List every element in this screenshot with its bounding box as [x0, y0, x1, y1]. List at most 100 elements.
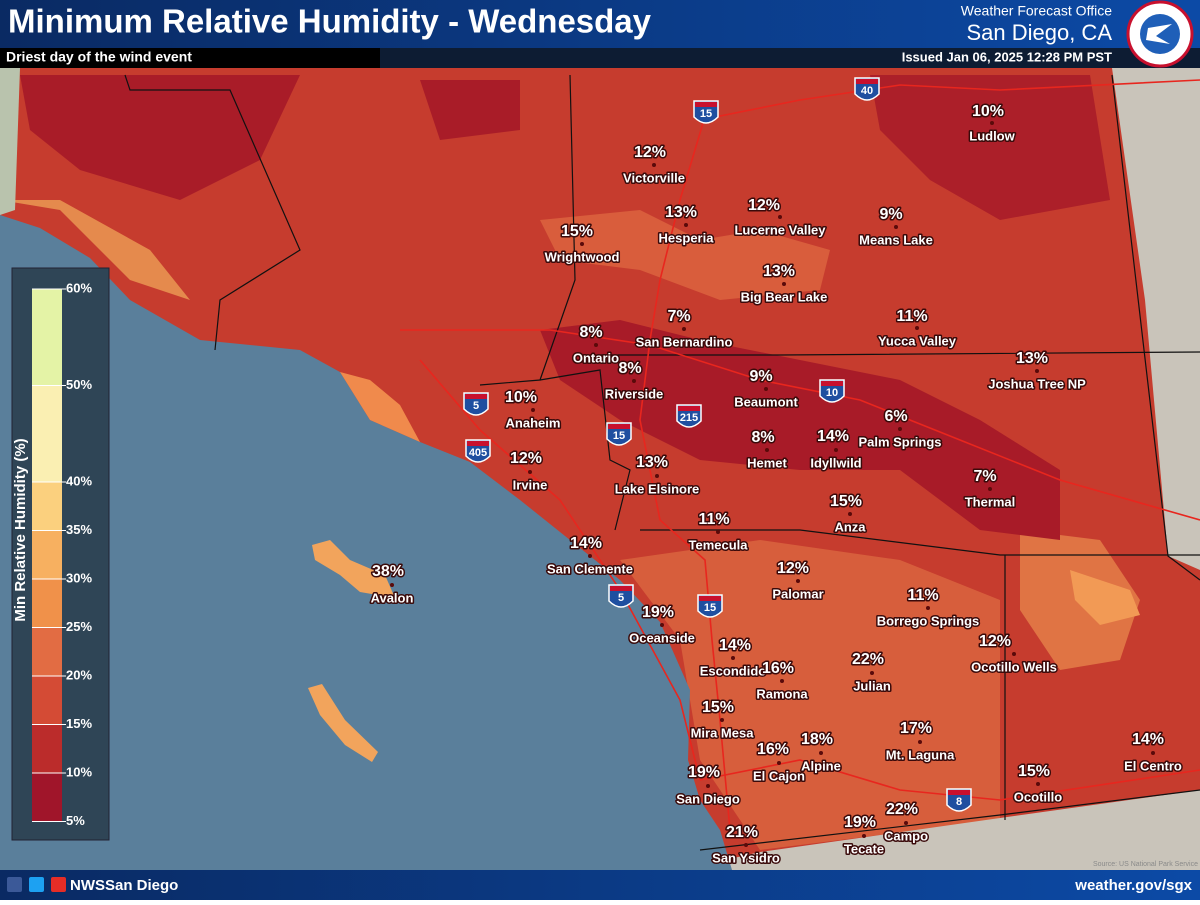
place-name: Riverside	[605, 386, 664, 401]
out-of-area	[690, 790, 1200, 870]
place: 19% Tecate	[842, 813, 885, 858]
subtitle-bar	[0, 48, 380, 68]
highway-shield: 5	[608, 584, 634, 608]
place-rh: 8%	[751, 429, 774, 446]
place-name: Lucerne Valley	[734, 222, 826, 237]
shield-top	[948, 790, 970, 795]
shield-number: 215	[680, 412, 698, 424]
legend-tick-label: 50%	[66, 377, 92, 392]
legend-title: Min Relative Humidity (%)	[12, 438, 29, 621]
road	[699, 79, 1200, 121]
place-dot	[926, 606, 930, 610]
shield-top	[856, 79, 878, 84]
highway-shield: 15	[693, 100, 719, 124]
place-name: Joshua Tree NP	[988, 376, 1086, 391]
place-rh: 17%	[900, 720, 932, 737]
place-rh: 8%	[579, 324, 602, 341]
place-dot	[834, 448, 838, 452]
place-dot	[778, 215, 782, 219]
place-rh: 11%	[896, 308, 927, 325]
place-rh: 14%	[570, 535, 602, 552]
place-rh: 9%	[879, 206, 902, 223]
shield-top	[610, 586, 632, 591]
place-name: Alpine	[801, 758, 841, 773]
shield-number: 405	[469, 447, 487, 459]
place-dot	[716, 530, 720, 534]
place-rh: 12%	[777, 560, 809, 577]
place: 12% Lucerne Valley	[733, 196, 828, 239]
place: 16% Ramona	[755, 659, 810, 703]
footer-bar	[0, 870, 1200, 900]
place: 21% San Ysidro	[711, 823, 782, 867]
place-dot	[720, 718, 724, 722]
shield-top	[465, 394, 487, 399]
shield-number: 40	[861, 85, 873, 97]
shield-top	[678, 406, 700, 411]
out-of-area	[0, 68, 20, 215]
legend-swatch	[32, 579, 62, 628]
place-name: Tecate	[844, 841, 884, 856]
place-dot	[848, 512, 852, 516]
facebook-icon[interactable]	[7, 877, 22, 892]
place-rh: 15%	[830, 493, 862, 510]
place-name: Victorville	[623, 170, 685, 185]
highway-shield: 8	[946, 788, 972, 812]
light-area	[1070, 570, 1140, 625]
place-name: Ocotillo	[1014, 789, 1062, 804]
place: 8% Riverside	[603, 359, 665, 403]
place-name: Ocotillo Wells	[971, 659, 1057, 674]
place-name: El Centro	[1124, 758, 1182, 773]
place: 10% Anaheim	[503, 388, 561, 432]
place-rh: 16%	[757, 741, 789, 758]
place-dot	[904, 821, 908, 825]
legend-tick-label: 25%	[66, 619, 92, 634]
place-rh: 15%	[1018, 763, 1050, 780]
website[interactable]: weather.gov/sgx	[1074, 877, 1192, 894]
place-dot	[1151, 751, 1155, 755]
place-rh: 8%	[618, 360, 641, 377]
youtube-icon[interactable]	[51, 877, 66, 892]
places: 10% Ludlow 12% Victorville 13% Hesperia 12% Luc…	[369, 102, 1183, 867]
place-name: San Bernardino	[636, 334, 733, 349]
place: 13% Lake Elsinore	[613, 453, 701, 498]
nws-logo	[1126, 0, 1194, 68]
legend-tick-label: 40%	[66, 473, 92, 488]
place-dot	[870, 671, 874, 675]
place: 14% Escondido	[698, 636, 768, 680]
place: 9% Beaumont	[733, 367, 800, 411]
place-dot	[764, 387, 768, 391]
place-name: Mira Mesa	[691, 725, 755, 740]
place-name: Beaumont	[734, 394, 798, 409]
place-rh: 19%	[844, 814, 876, 831]
highway-shield: 5	[463, 392, 489, 416]
place-dot	[765, 448, 769, 452]
place: 18% Alpine	[799, 730, 842, 775]
place: 13% Big Bear Lake	[739, 262, 829, 306]
county-border	[124, 74, 301, 351]
legend-tick-label: 30%	[66, 570, 92, 585]
place-rh: 10%	[505, 389, 537, 406]
place: 12% Palomar	[771, 559, 825, 603]
place-dot	[1035, 369, 1039, 373]
dark-area	[540, 320, 1060, 540]
place-rh: 22%	[886, 801, 918, 818]
border	[699, 789, 1200, 851]
place-rh: 18%	[801, 731, 833, 748]
place-name: Palm Springs	[858, 434, 941, 449]
shield-number: 5	[618, 592, 624, 604]
light-area	[540, 210, 830, 300]
shield-top	[699, 596, 721, 601]
place-name: Oceanside	[629, 630, 695, 645]
place-dot	[1036, 782, 1040, 786]
place-dot	[682, 327, 686, 331]
place-rh: 11%	[907, 587, 938, 604]
place-dot	[652, 163, 656, 167]
place: 22% Julian	[850, 650, 892, 695]
place: 15% Ocotillo	[1012, 762, 1063, 806]
place: 15% Anza	[828, 492, 867, 536]
place: 6% Palm Springs	[857, 407, 943, 451]
twitter-icon[interactable]	[29, 877, 44, 892]
legend-tick-label: 35%	[66, 522, 92, 537]
place-rh: 16%	[762, 660, 794, 677]
place: 12% Victorville	[622, 143, 687, 187]
